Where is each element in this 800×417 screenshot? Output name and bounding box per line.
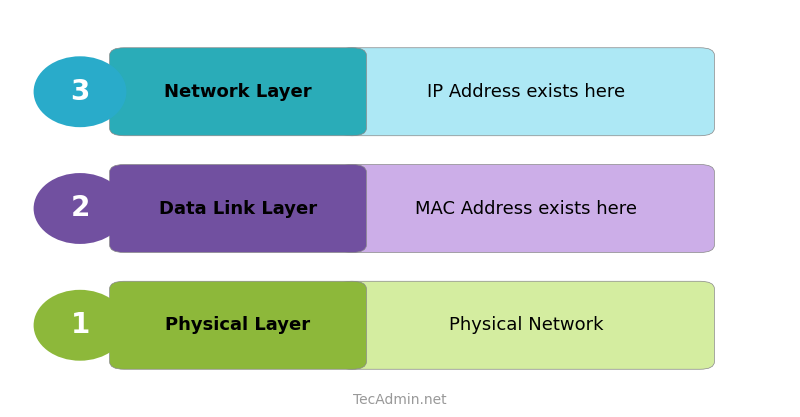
Text: Physical Network: Physical Network	[449, 316, 603, 334]
Text: Network Layer: Network Layer	[164, 83, 312, 101]
Text: TecAdmin.net: TecAdmin.net	[353, 393, 447, 407]
FancyBboxPatch shape	[110, 48, 366, 136]
Ellipse shape	[34, 173, 126, 244]
Text: 1: 1	[70, 311, 90, 339]
FancyBboxPatch shape	[110, 165, 366, 253]
FancyBboxPatch shape	[338, 48, 714, 136]
FancyBboxPatch shape	[338, 281, 714, 369]
Text: Physical Layer: Physical Layer	[166, 316, 310, 334]
Ellipse shape	[34, 56, 126, 127]
Text: IP Address exists here: IP Address exists here	[427, 83, 625, 101]
FancyBboxPatch shape	[110, 281, 366, 369]
Text: 2: 2	[70, 194, 90, 223]
Ellipse shape	[34, 290, 126, 361]
Text: MAC Address exists here: MAC Address exists here	[415, 199, 637, 218]
FancyBboxPatch shape	[338, 165, 714, 253]
Text: 3: 3	[70, 78, 90, 106]
Text: Data Link Layer: Data Link Layer	[159, 199, 317, 218]
